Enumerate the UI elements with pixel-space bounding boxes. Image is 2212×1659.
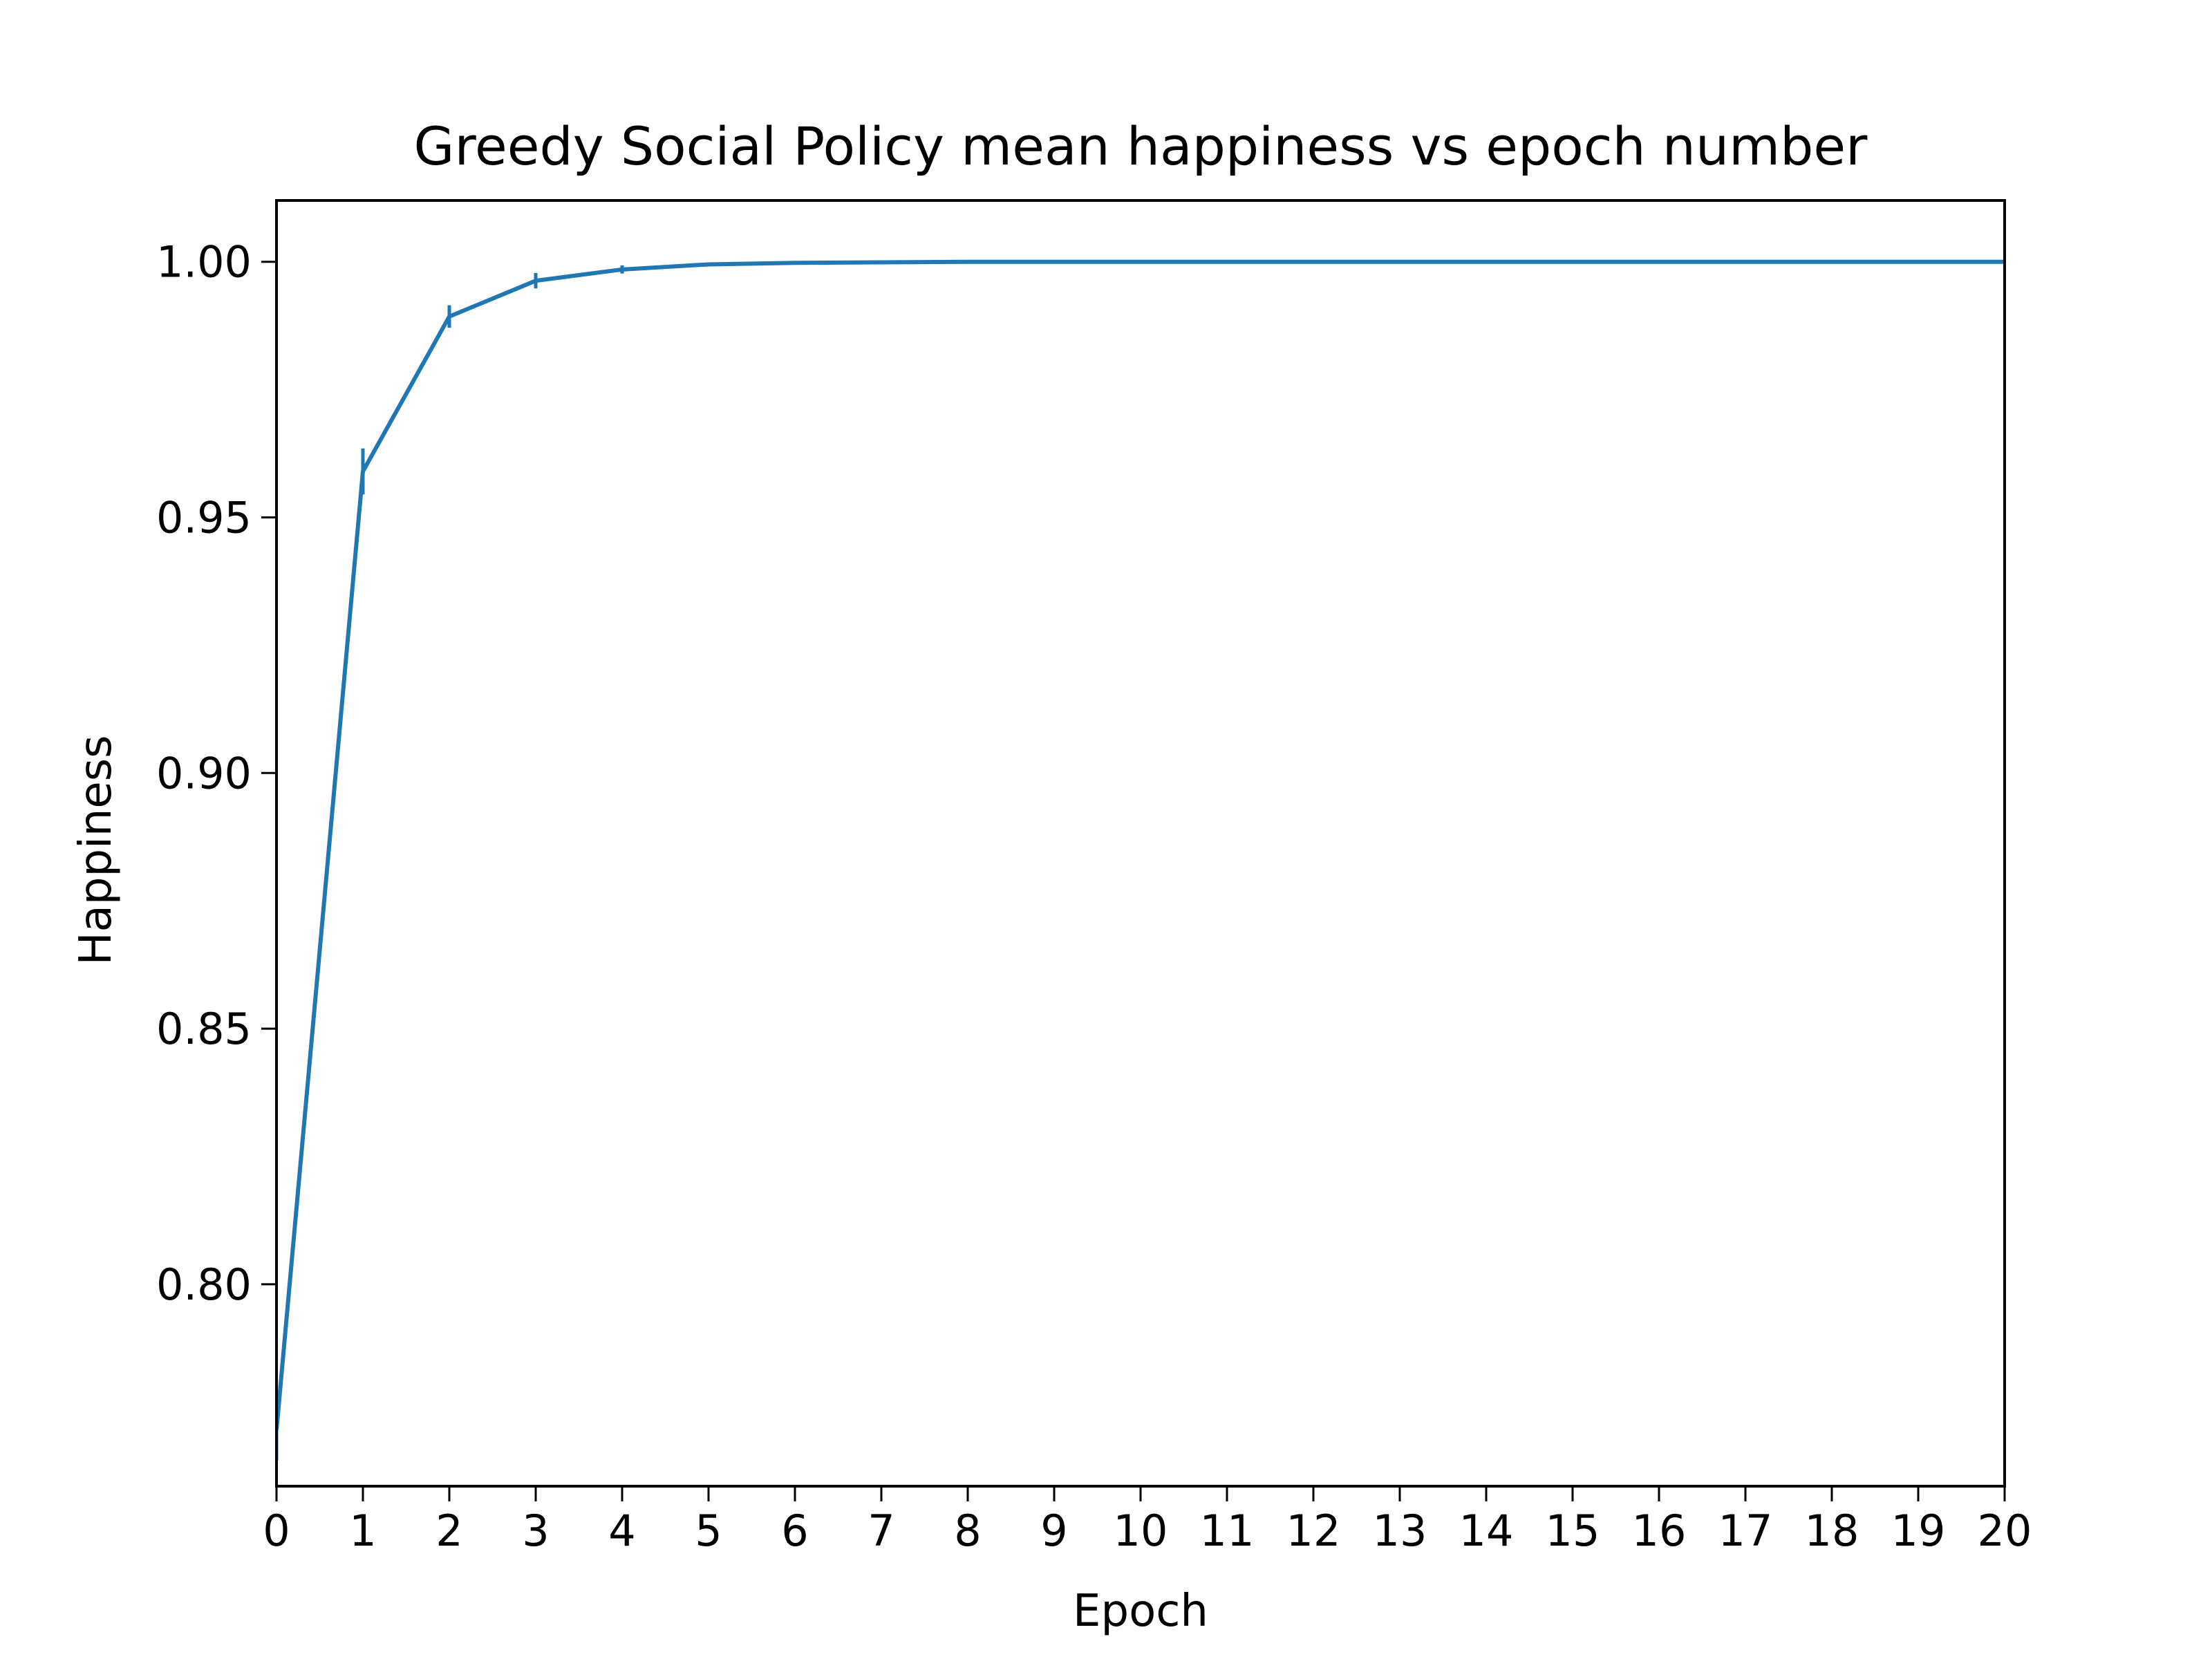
x-tick-label: 16 bbox=[1632, 1506, 1687, 1556]
x-axis-label: Epoch bbox=[1073, 1586, 1208, 1637]
x-tick-label: 20 bbox=[1978, 1506, 2032, 1556]
y-axis-label: Happiness bbox=[71, 735, 122, 966]
x-tick-label: 13 bbox=[1373, 1506, 1427, 1556]
y-tick-label: 0.80 bbox=[156, 1259, 252, 1310]
y-tick-label: 0.85 bbox=[156, 1004, 252, 1054]
series-group bbox=[276, 259, 2005, 1461]
y-tick-label: 1.00 bbox=[156, 237, 252, 288]
chart-title: Greedy Social Policy mean happiness vs e… bbox=[414, 115, 1868, 177]
x-tick-label: 19 bbox=[1891, 1506, 1946, 1556]
y-tick-label: 0.95 bbox=[156, 493, 252, 543]
x-tick-label: 7 bbox=[868, 1506, 894, 1556]
x-tick-label: 10 bbox=[1114, 1506, 1168, 1556]
x-tick-label: 0 bbox=[263, 1506, 290, 1556]
x-tick-label: 2 bbox=[435, 1506, 462, 1556]
x-tick-label: 15 bbox=[1546, 1506, 1600, 1556]
x-tick-label: 17 bbox=[1718, 1506, 1773, 1556]
y-tick-label: 0.90 bbox=[156, 748, 252, 798]
series-line bbox=[276, 259, 2005, 1430]
x-tick-label: 5 bbox=[695, 1506, 722, 1556]
x-tick-label: 8 bbox=[954, 1506, 981, 1556]
x-axis: 0 1 2 3 4 5 6 7 8 9 10 11 12 13 14 15 16 17 18 19 20 bbox=[263, 1486, 2032, 1556]
x-tick-label: 12 bbox=[1286, 1506, 1341, 1556]
y-axis: 0.80 0.85 0.90 0.95 1.00 bbox=[156, 237, 276, 1310]
x-tick-label: 11 bbox=[1200, 1506, 1255, 1556]
plot-area bbox=[276, 259, 2005, 1461]
x-tick-label: 18 bbox=[1805, 1506, 1859, 1556]
x-tick-label: 1 bbox=[349, 1506, 376, 1556]
x-tick-label: 14 bbox=[1459, 1506, 1514, 1556]
x-tick-label: 9 bbox=[1040, 1506, 1067, 1556]
x-tick-label: 6 bbox=[781, 1506, 808, 1556]
x-tick-label: 3 bbox=[522, 1506, 549, 1556]
x-tick-label: 4 bbox=[608, 1506, 635, 1556]
